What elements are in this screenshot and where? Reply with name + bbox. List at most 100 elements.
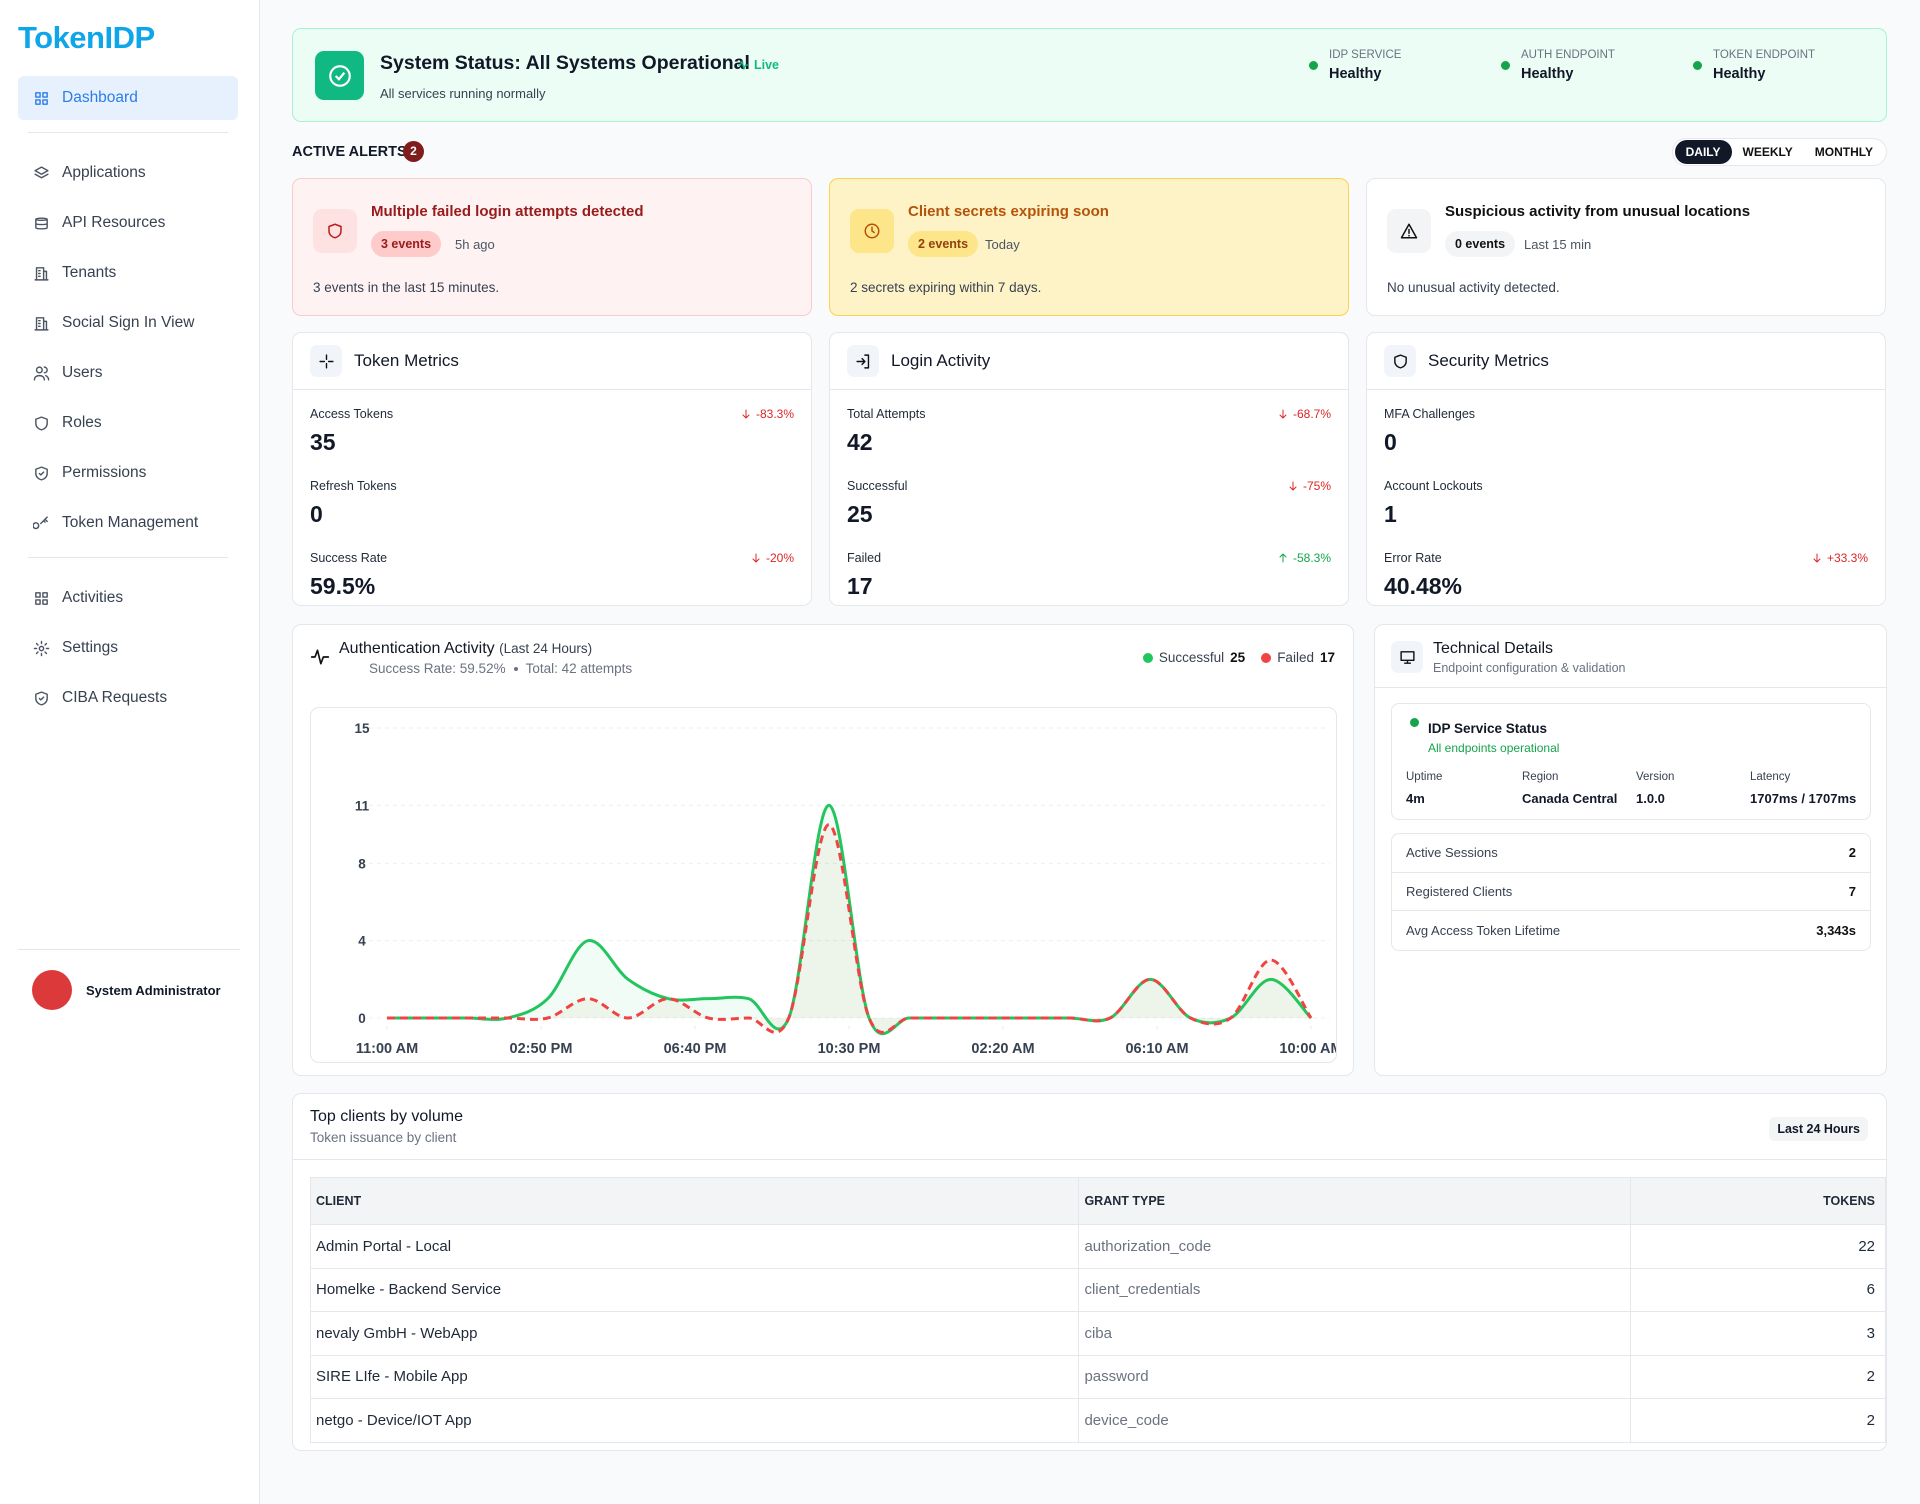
- icon: [855, 353, 869, 369]
- metric-row: Access Tokens 35 -83.3%: [310, 405, 794, 465]
- icon: [864, 223, 880, 239]
- nav-label: Applications: [62, 164, 146, 181]
- metric-card: Security Metrics MFA Challenges 0 Account L…: [1366, 332, 1886, 606]
- period-option[interactable]: DAILY: [1674, 140, 1732, 164]
- x-tick-label: 10:30 PM: [818, 1041, 881, 1057]
- alert-time: Last 15 min: [1524, 237, 1592, 252]
- icon: [1399, 650, 1415, 664]
- nav-label: Dashboard: [62, 89, 138, 106]
- legend-dot: [1261, 652, 1272, 663]
- legend-item: Successful 25: [1142, 650, 1245, 665]
- main: System Status: All Systems Operational L…: [292, 28, 1887, 1468]
- status-subtitle: All services running normally: [380, 86, 546, 101]
- nav-item[interactable]: Tenants: [18, 251, 238, 295]
- icon: [310, 649, 330, 665]
- stat-label: Registered Clients: [1406, 883, 1513, 899]
- field: Latency 1707ms / 1707ms: [1750, 771, 1856, 806]
- alert-icon: [1387, 209, 1431, 253]
- icon: [34, 266, 49, 281]
- line: [387, 823, 1313, 1034]
- icon: [33, 515, 48, 529]
- metric-label: Refresh Tokens: [310, 479, 397, 493]
- user-name: System Administrator: [86, 982, 221, 998]
- table-title: Top clients by volume: [310, 1108, 463, 1125]
- y-tick-label: 0: [358, 1011, 366, 1026]
- nav-item[interactable]: Permissions: [18, 451, 238, 495]
- x-tick-label: 02:20 AM: [971, 1041, 1034, 1057]
- nav-item[interactable]: Applications: [18, 151, 238, 195]
- stat-label: Active Sessions: [1406, 845, 1498, 861]
- table-cell: 3: [1630, 1311, 1886, 1356]
- icon: [35, 91, 48, 105]
- alert-title: Multiple failed login attempts detected: [371, 203, 644, 220]
- table-cell: ciba: [1078, 1311, 1632, 1356]
- nav-item[interactable]: CIBA Requests: [18, 676, 238, 720]
- metric-row: MFA Challenges 0: [1384, 405, 1868, 465]
- alert-time: Today: [985, 237, 1020, 252]
- metric-label: Total Attempts: [847, 407, 926, 421]
- stat-row: Registered Clients 7: [1392, 873, 1870, 911]
- status-dot: [1693, 61, 1702, 70]
- period-option[interactable]: MONTHLY: [1814, 145, 1873, 159]
- nav-label: Social Sign In View: [62, 314, 195, 331]
- period-option[interactable]: WEEKLY: [1742, 145, 1793, 159]
- chart-title: Authentication Activity: [339, 640, 495, 657]
- icon: [34, 165, 49, 178]
- metric-icon: [310, 345, 342, 377]
- nav-item[interactable]: API Resources: [18, 201, 238, 245]
- nav-item[interactable]: Token Management: [18, 501, 238, 545]
- table-card: Top clients by volume Token issuance by c…: [292, 1093, 1887, 1451]
- icon: [752, 553, 760, 563]
- table-cell: authorization_code: [1078, 1224, 1632, 1269]
- field: Region Canada Central: [1522, 771, 1617, 806]
- table-cell: 22: [1630, 1224, 1886, 1269]
- metric-row: Total Attempts 42 -68.7%: [847, 405, 1331, 465]
- change-value: -68.7%: [1292, 407, 1331, 421]
- table-cell: Homelke - Backend Service: [309, 1267, 1080, 1312]
- change-value: -20%: [765, 551, 794, 565]
- metric-title: Security Metrics: [1428, 351, 1549, 370]
- chart-title-row: Authentication Activity (Last 24 Hours): [339, 640, 592, 658]
- metric-label: Error Rate: [1384, 551, 1442, 565]
- table-cell: 2: [1630, 1354, 1886, 1399]
- status-icon: [315, 51, 364, 100]
- sidebar: TokenIDP Dashboard Applications API Resour…: [0, 0, 260, 1504]
- nav-label: Tenants: [62, 264, 117, 281]
- table-cell: device_code: [1078, 1398, 1632, 1443]
- nav-item[interactable]: Users: [18, 351, 238, 395]
- metric-change: +33.3%: [1811, 551, 1868, 565]
- column-header: TOKENS: [1630, 1177, 1886, 1225]
- metric-value: 40.48%: [1384, 573, 1463, 599]
- field-label: Region: [1522, 771, 1559, 783]
- metric-header: Token Metrics: [293, 333, 811, 390]
- nav-item[interactable]: Dashboard: [18, 76, 238, 120]
- nav-label: Users: [62, 364, 103, 381]
- metric-title: Login Activity: [891, 351, 991, 370]
- nav-item[interactable]: Settings: [18, 626, 238, 670]
- nav-item[interactable]: Social Sign In View: [18, 301, 238, 345]
- separator: [513, 666, 518, 671]
- metric-row: Account Lockouts 1: [1384, 477, 1868, 537]
- alert-title: Client secrets expiring soon: [908, 203, 1109, 220]
- x-tick-label: 06:40 PM: [664, 1041, 727, 1057]
- metric-value: 35: [310, 429, 336, 455]
- nav-item[interactable]: Activities: [18, 576, 238, 620]
- alerts-title: ACTIVE ALERTS: [292, 144, 407, 160]
- user[interactable]: System Administrator: [18, 949, 240, 1010]
- metric-row: Refresh Tokens 0: [310, 477, 794, 537]
- metric-row: Error Rate 40.48% +33.3%: [1384, 549, 1868, 609]
- icon: [33, 640, 50, 656]
- icon: [1393, 353, 1407, 369]
- stat-row: Avg Access Token Lifetime 3,343s: [1392, 911, 1870, 950]
- service-status: AUTH ENDPOINT Healthy: [1501, 49, 1615, 82]
- service-value: Healthy: [1329, 66, 1382, 82]
- table-row: netgo - Device/IOT App device_code 2: [309, 1398, 1886, 1443]
- nav-label: CIBA Requests: [62, 689, 168, 706]
- area: [387, 805, 1311, 1034]
- nav-item[interactable]: Roles: [18, 401, 238, 445]
- service-value: Healthy: [1713, 66, 1766, 82]
- tech-icon: [1391, 641, 1423, 673]
- live-label: Live: [754, 58, 780, 72]
- area: [387, 824, 1311, 1033]
- field-value: 1.0.0: [1636, 791, 1665, 806]
